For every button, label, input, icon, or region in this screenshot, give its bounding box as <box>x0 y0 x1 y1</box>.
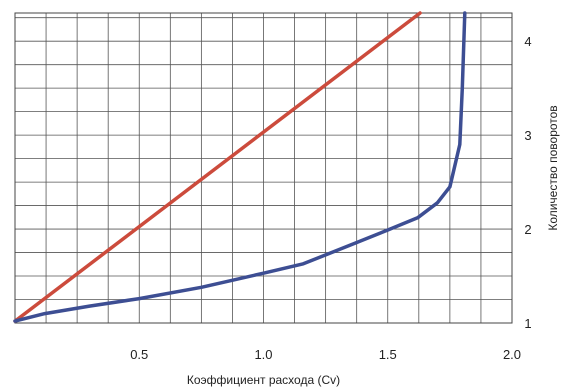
x-tick-label: 2.0 <box>503 347 521 362</box>
x-tick-label: 1.5 <box>379 347 397 362</box>
x-tick-label: 1.0 <box>254 347 272 362</box>
series-layer <box>13 11 467 323</box>
grid <box>15 13 512 323</box>
x-tick-label: 0.5 <box>130 347 148 362</box>
x-axis-title: Коэффициент расхода (Cv) <box>187 373 340 387</box>
series-line-2 <box>13 11 467 323</box>
y-tick-label: 2 <box>524 222 531 237</box>
y-axis-title: Количество поворотов <box>546 105 560 230</box>
x-tick-labels: 0.5 1.0 1.5 2.0 <box>130 347 521 362</box>
plot-frame <box>14 12 513 324</box>
y-tick-label: 4 <box>524 34 531 49</box>
y-tick-label: 1 <box>524 316 531 331</box>
y-tick-labels: 1 2 3 4 <box>524 34 531 331</box>
y-tick-label: 3 <box>524 128 531 143</box>
series-line-1 <box>13 11 422 323</box>
